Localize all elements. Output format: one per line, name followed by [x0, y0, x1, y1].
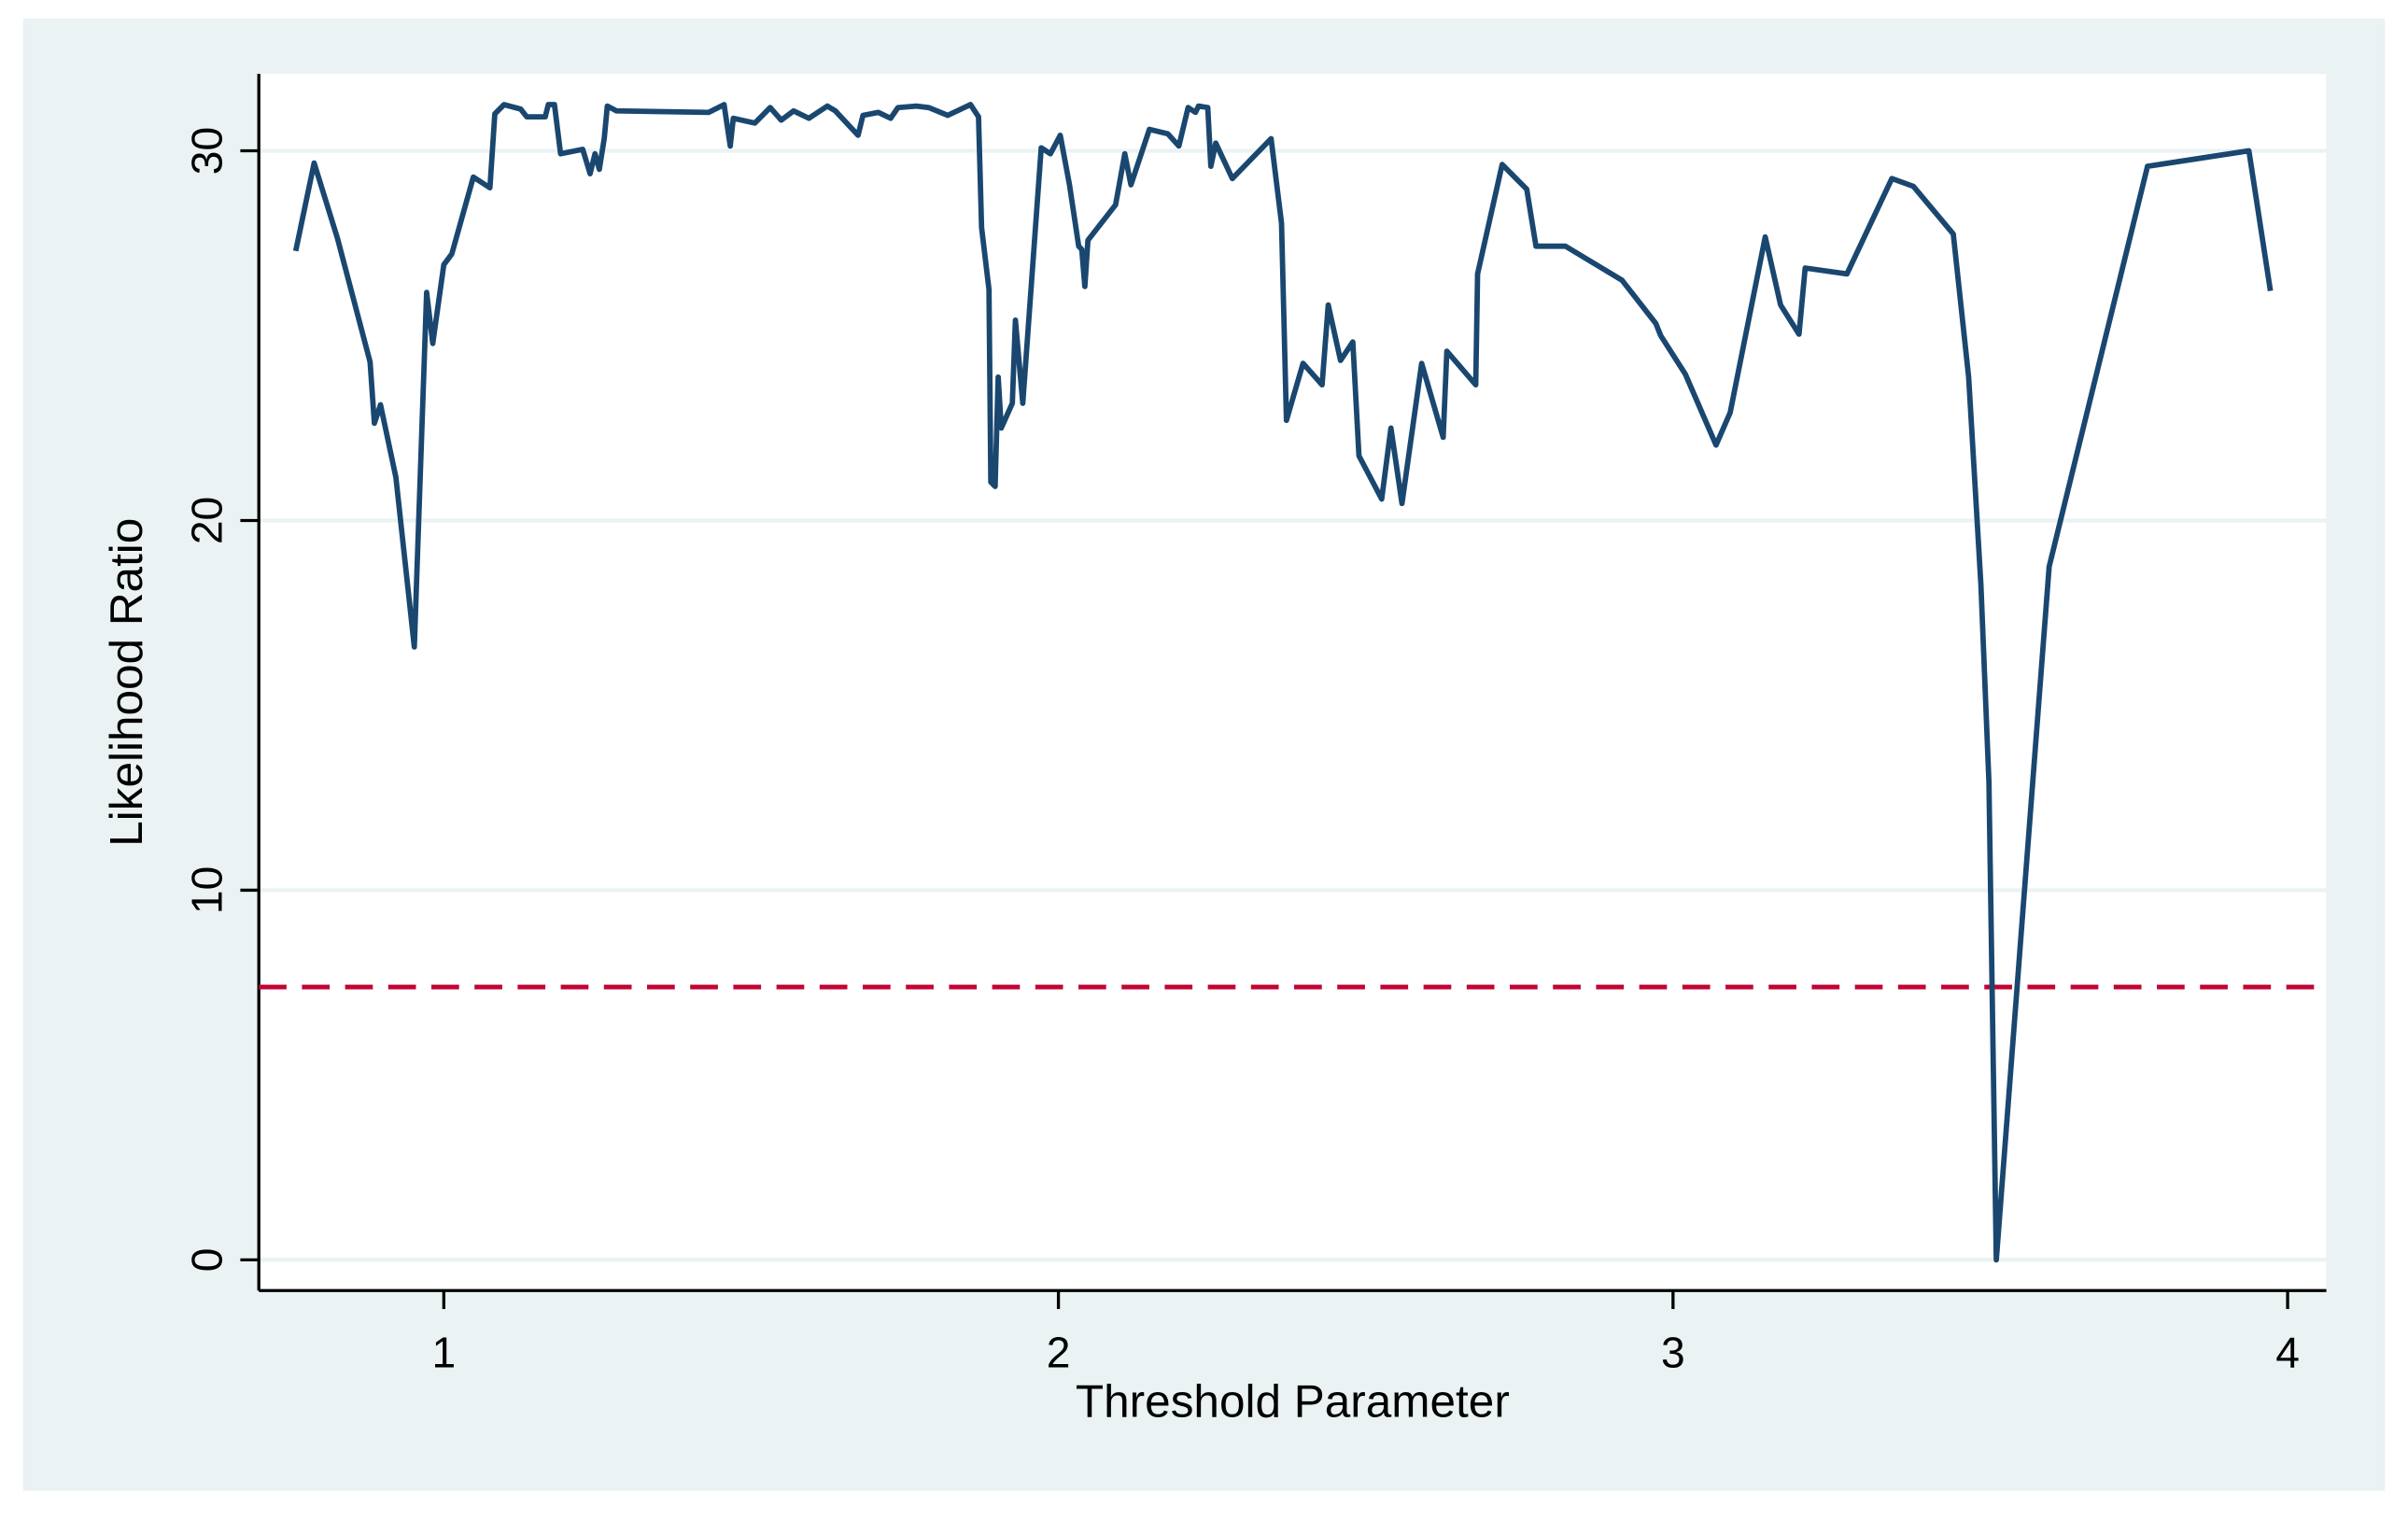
y-axis-title: Likelihood Ratio: [101, 518, 152, 847]
x-tick-label: 1: [431, 1329, 456, 1377]
y-tick-label: 10: [183, 866, 232, 914]
y-tick-label: 0: [183, 1248, 232, 1273]
y-tick-label: 30: [183, 127, 232, 175]
y-tick-label: 20: [183, 497, 232, 544]
x-tick-label: 4: [2275, 1329, 2300, 1377]
data-line: [292, 102, 2274, 1263]
x-tick-label: 3: [1661, 1329, 1685, 1377]
x-tick-label: 2: [1047, 1329, 1071, 1377]
x-axis-title: Threshold Parameter: [1076, 1375, 1510, 1427]
plot-area: [259, 74, 2327, 1291]
